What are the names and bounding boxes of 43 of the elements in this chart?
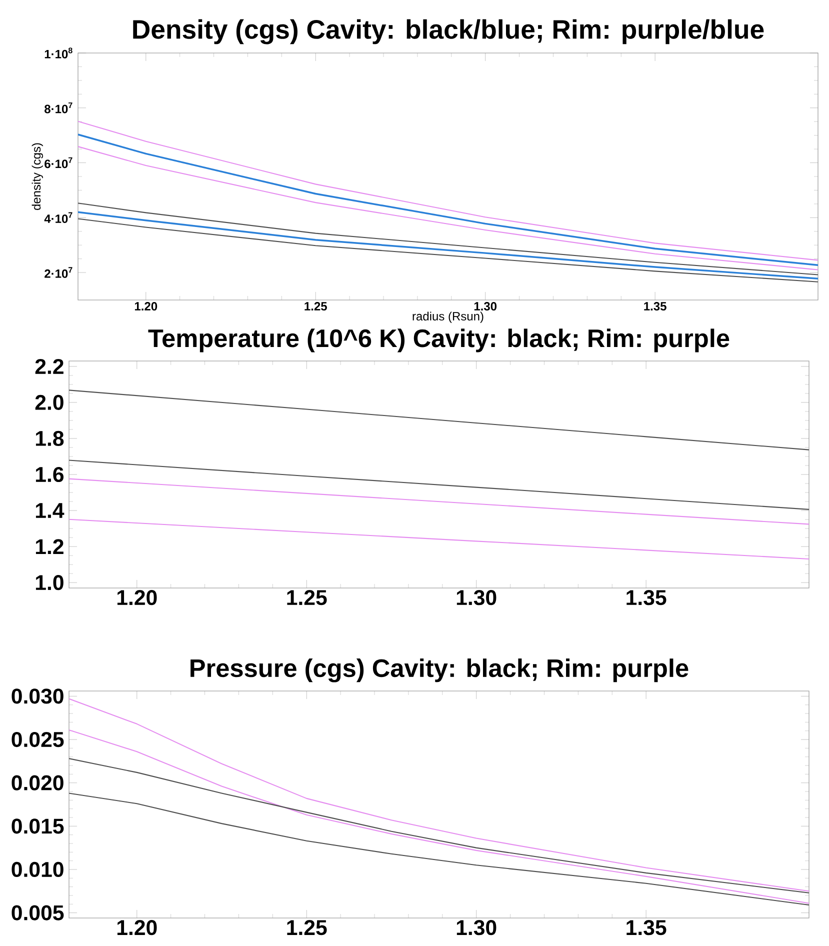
x-tick-label: 1.20 [117, 590, 157, 606]
line-series [69, 460, 810, 510]
y-tick-label: 1.4 [36, 503, 64, 518]
line-series [69, 478, 810, 525]
line-series [69, 792, 810, 906]
y-tick-label: 2.2 [35, 358, 64, 374]
line-series [69, 729, 810, 904]
y-tick-label: 1.2 [36, 539, 64, 554]
x-tick-label: 1.25 [287, 590, 327, 606]
y-tick-label: 6·10$^{7}$ [44, 157, 72, 168]
y-tick-label: 2.0 [35, 394, 64, 410]
y-tick-label: 1·10$^{8}$ [44, 48, 72, 58]
x-tick-label: 1.25 [304, 302, 327, 311]
x-tick-label: 1.20 [117, 920, 157, 936]
y-tick-label: 1.8 [36, 430, 64, 446]
y-tick-label: 0.025 [12, 732, 64, 748]
chart-title: Temperature (10^6 K) Cavity: black; Rim: purple [148, 328, 730, 352]
x-tick-label: 1.30 [456, 920, 496, 936]
line-series [69, 698, 810, 892]
line-series [69, 758, 810, 894]
x-tick-label: 1.35 [626, 590, 666, 606]
x-tick-label: 1.30 [456, 590, 496, 606]
line-series [69, 390, 810, 450]
y-tick-label: 8·10$^{7}$ [44, 102, 72, 114]
chart-title: Pressure (cgs) Cavity: black; Rim: purple [190, 658, 688, 682]
y-tick-label: 0.015 [12, 818, 64, 834]
y-tick-label: 0.030 [12, 688, 64, 704]
y-tick-label: 2·10$^{7}$ [44, 267, 72, 278]
y-tick-label: 0.020 [12, 775, 64, 790]
line-series [69, 518, 810, 560]
y-tick-label: 1.6 [36, 466, 64, 482]
x-tick-label: 1.20 [134, 302, 158, 311]
x-tick-label: 1.35 [626, 920, 666, 936]
y-tick-label: 1.0 [36, 575, 64, 590]
y-tick-label: 0.005 [12, 905, 64, 920]
y-tick-label: 4·10$^{7}$ [44, 212, 72, 224]
y-tick-label: 0.010 [12, 862, 64, 878]
y-axis-title: density (cgs) [32, 143, 43, 210]
x-axis-title: radius (Rsun) [412, 312, 484, 323]
chart-title: Density (cgs) Cavity: black/blue; Rim: purple/blue [133, 19, 764, 44]
x-tick-label: 1.30 [474, 302, 497, 311]
x-tick-label: 1.35 [644, 302, 666, 311]
x-tick-label: 1.25 [287, 920, 327, 936]
